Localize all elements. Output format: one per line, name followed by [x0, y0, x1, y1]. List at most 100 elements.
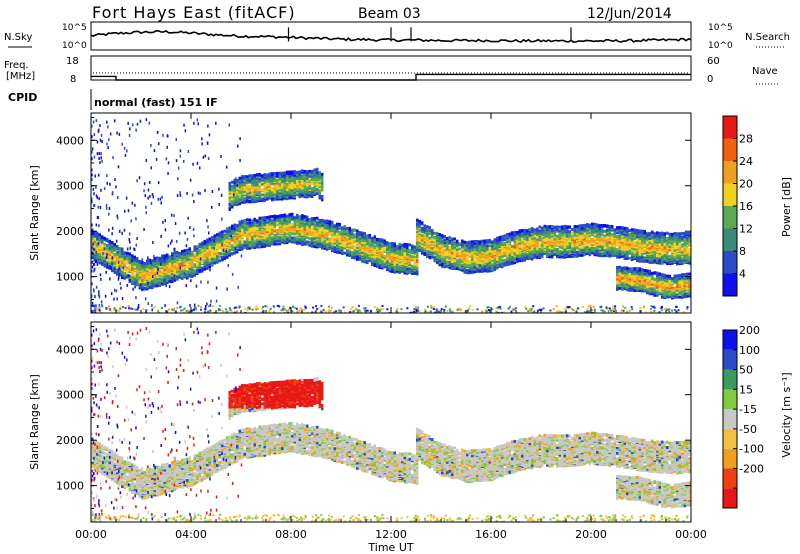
power-cell	[436, 235, 439, 239]
power-cell	[246, 243, 249, 247]
power-cell	[318, 222, 321, 226]
power-cell	[493, 245, 496, 249]
power-cell	[416, 258, 419, 262]
power-cell	[433, 231, 436, 235]
power-cell	[448, 256, 451, 260]
power-cell	[321, 218, 324, 222]
nave-label: Nave	[752, 66, 778, 77]
power-cell	[106, 250, 109, 254]
power-cell	[356, 252, 359, 256]
power-cell	[208, 245, 211, 249]
power-cell	[418, 248, 421, 252]
power-cell	[191, 272, 194, 275]
power-cell	[433, 256, 436, 260]
power-cell	[563, 248, 566, 252]
beam-label: Beam 03	[358, 6, 421, 22]
power-cell	[391, 244, 394, 248]
power-cell	[261, 238, 264, 241]
power-cell	[523, 242, 526, 246]
power-cell	[591, 245, 594, 249]
power-cell	[166, 253, 169, 257]
power-cell	[373, 240, 376, 244]
power-cell	[286, 230, 289, 234]
power-cell	[641, 242, 644, 246]
power-cell	[636, 235, 639, 239]
power-cell	[631, 235, 634, 239]
power-cell	[516, 254, 519, 257]
power-cell	[111, 246, 114, 250]
power-cell	[403, 242, 406, 246]
power-cell	[486, 239, 489, 243]
power-cell	[608, 249, 611, 253]
power-cell	[236, 232, 239, 236]
nsearch-label: N.Search	[745, 32, 790, 43]
power-cell	[468, 271, 471, 275]
power-cell	[456, 266, 459, 270]
power-cell	[168, 261, 171, 265]
power-cell	[323, 246, 326, 250]
power-cell	[548, 225, 551, 229]
power-cell	[273, 233, 276, 237]
power-cell	[106, 244, 109, 247]
power-cell	[501, 235, 504, 239]
power-cell	[498, 250, 501, 254]
power-cell	[388, 245, 391, 249]
power-cell	[466, 247, 469, 251]
power-cell	[566, 234, 569, 238]
power-cell	[598, 244, 601, 248]
power-cell	[338, 222, 341, 226]
power-cell	[581, 238, 584, 242]
power-cell	[206, 243, 209, 247]
power-cell	[113, 246, 116, 250]
power-cell	[141, 274, 144, 278]
power-cell	[243, 240, 246, 244]
power-cell	[518, 244, 521, 248]
power-cell	[298, 215, 301, 219]
power-cell	[371, 259, 374, 263]
power-cell	[623, 247, 626, 251]
power-cell	[513, 241, 516, 245]
power-cell	[311, 243, 314, 247]
power-cell	[561, 225, 564, 229]
power-cell	[478, 240, 481, 244]
power-cell	[491, 252, 494, 256]
power-cell	[618, 253, 621, 257]
power-cell	[291, 216, 294, 219]
power-cell	[598, 236, 601, 240]
power-cell	[606, 224, 609, 228]
power-cell	[511, 256, 514, 260]
power-cell	[231, 244, 234, 248]
power-cell	[243, 230, 246, 234]
power-cell	[216, 240, 219, 244]
power-cell	[383, 239, 386, 243]
power-cell	[321, 226, 324, 230]
power-cell	[513, 249, 516, 253]
power-cell	[438, 243, 441, 247]
power-cell	[206, 261, 209, 265]
power-cell	[583, 243, 586, 247]
power-cell	[316, 239, 319, 243]
power-cell	[516, 231, 519, 234]
power-cell	[556, 242, 559, 246]
power-cell	[531, 227, 534, 231]
power-cell	[101, 239, 104, 243]
power-cell	[206, 238, 209, 242]
power-cell	[386, 265, 389, 269]
power-cell	[611, 243, 614, 247]
power-cell	[561, 228, 564, 232]
power-cell	[443, 243, 446, 247]
power-cell	[526, 237, 529, 241]
power-cell	[271, 224, 274, 228]
power-cell	[281, 238, 284, 242]
power-cell	[591, 251, 594, 255]
power-cell	[541, 229, 544, 233]
power-cell	[571, 250, 574, 253]
power-cell	[211, 241, 214, 245]
power-cell	[166, 268, 169, 272]
power-cell	[363, 241, 366, 245]
power-cell	[121, 260, 124, 264]
power-cell	[351, 231, 354, 234]
power-cell	[116, 244, 119, 248]
power-cell	[586, 245, 589, 249]
power-cell	[616, 240, 619, 243]
